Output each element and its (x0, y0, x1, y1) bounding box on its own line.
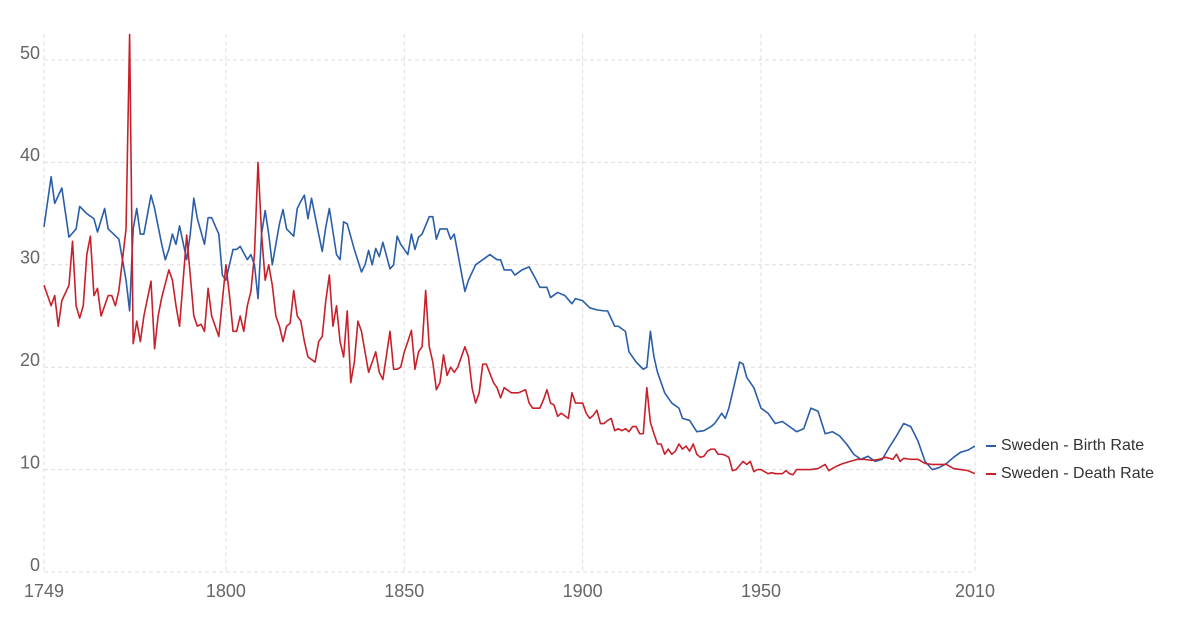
y-tick-label: 20 (20, 350, 40, 370)
y-tick-label: 40 (20, 145, 40, 165)
x-tick-label: 1950 (741, 581, 781, 601)
x-tick-label: 2010 (955, 581, 995, 601)
y-tick-label: 30 (20, 248, 40, 268)
x-tick-label: 1800 (206, 581, 246, 601)
y-tick-label: 0 (30, 555, 40, 575)
y-tick-label: 10 (20, 452, 40, 472)
series-line (43, 33, 976, 476)
series-line (43, 175, 976, 471)
legend-label: Sweden - Death Rate (1001, 465, 1154, 482)
x-tick-label: 1850 (384, 581, 424, 601)
x-tick-label: 1900 (563, 581, 603, 601)
y-tick-label: 50 (20, 43, 40, 63)
x-tick-label: 1749 (24, 581, 64, 601)
legend-label: Sweden - Birth Rate (1001, 437, 1144, 454)
